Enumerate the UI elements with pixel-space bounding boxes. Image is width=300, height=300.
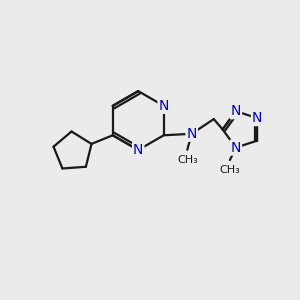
Text: CH₃: CH₃ [177,155,198,165]
Text: N: N [231,141,241,154]
Text: N: N [252,111,262,125]
Text: N: N [187,127,197,141]
Text: N: N [231,104,241,118]
Text: N: N [133,143,143,157]
Text: N: N [158,99,169,113]
Text: CH₃: CH₃ [220,165,240,175]
